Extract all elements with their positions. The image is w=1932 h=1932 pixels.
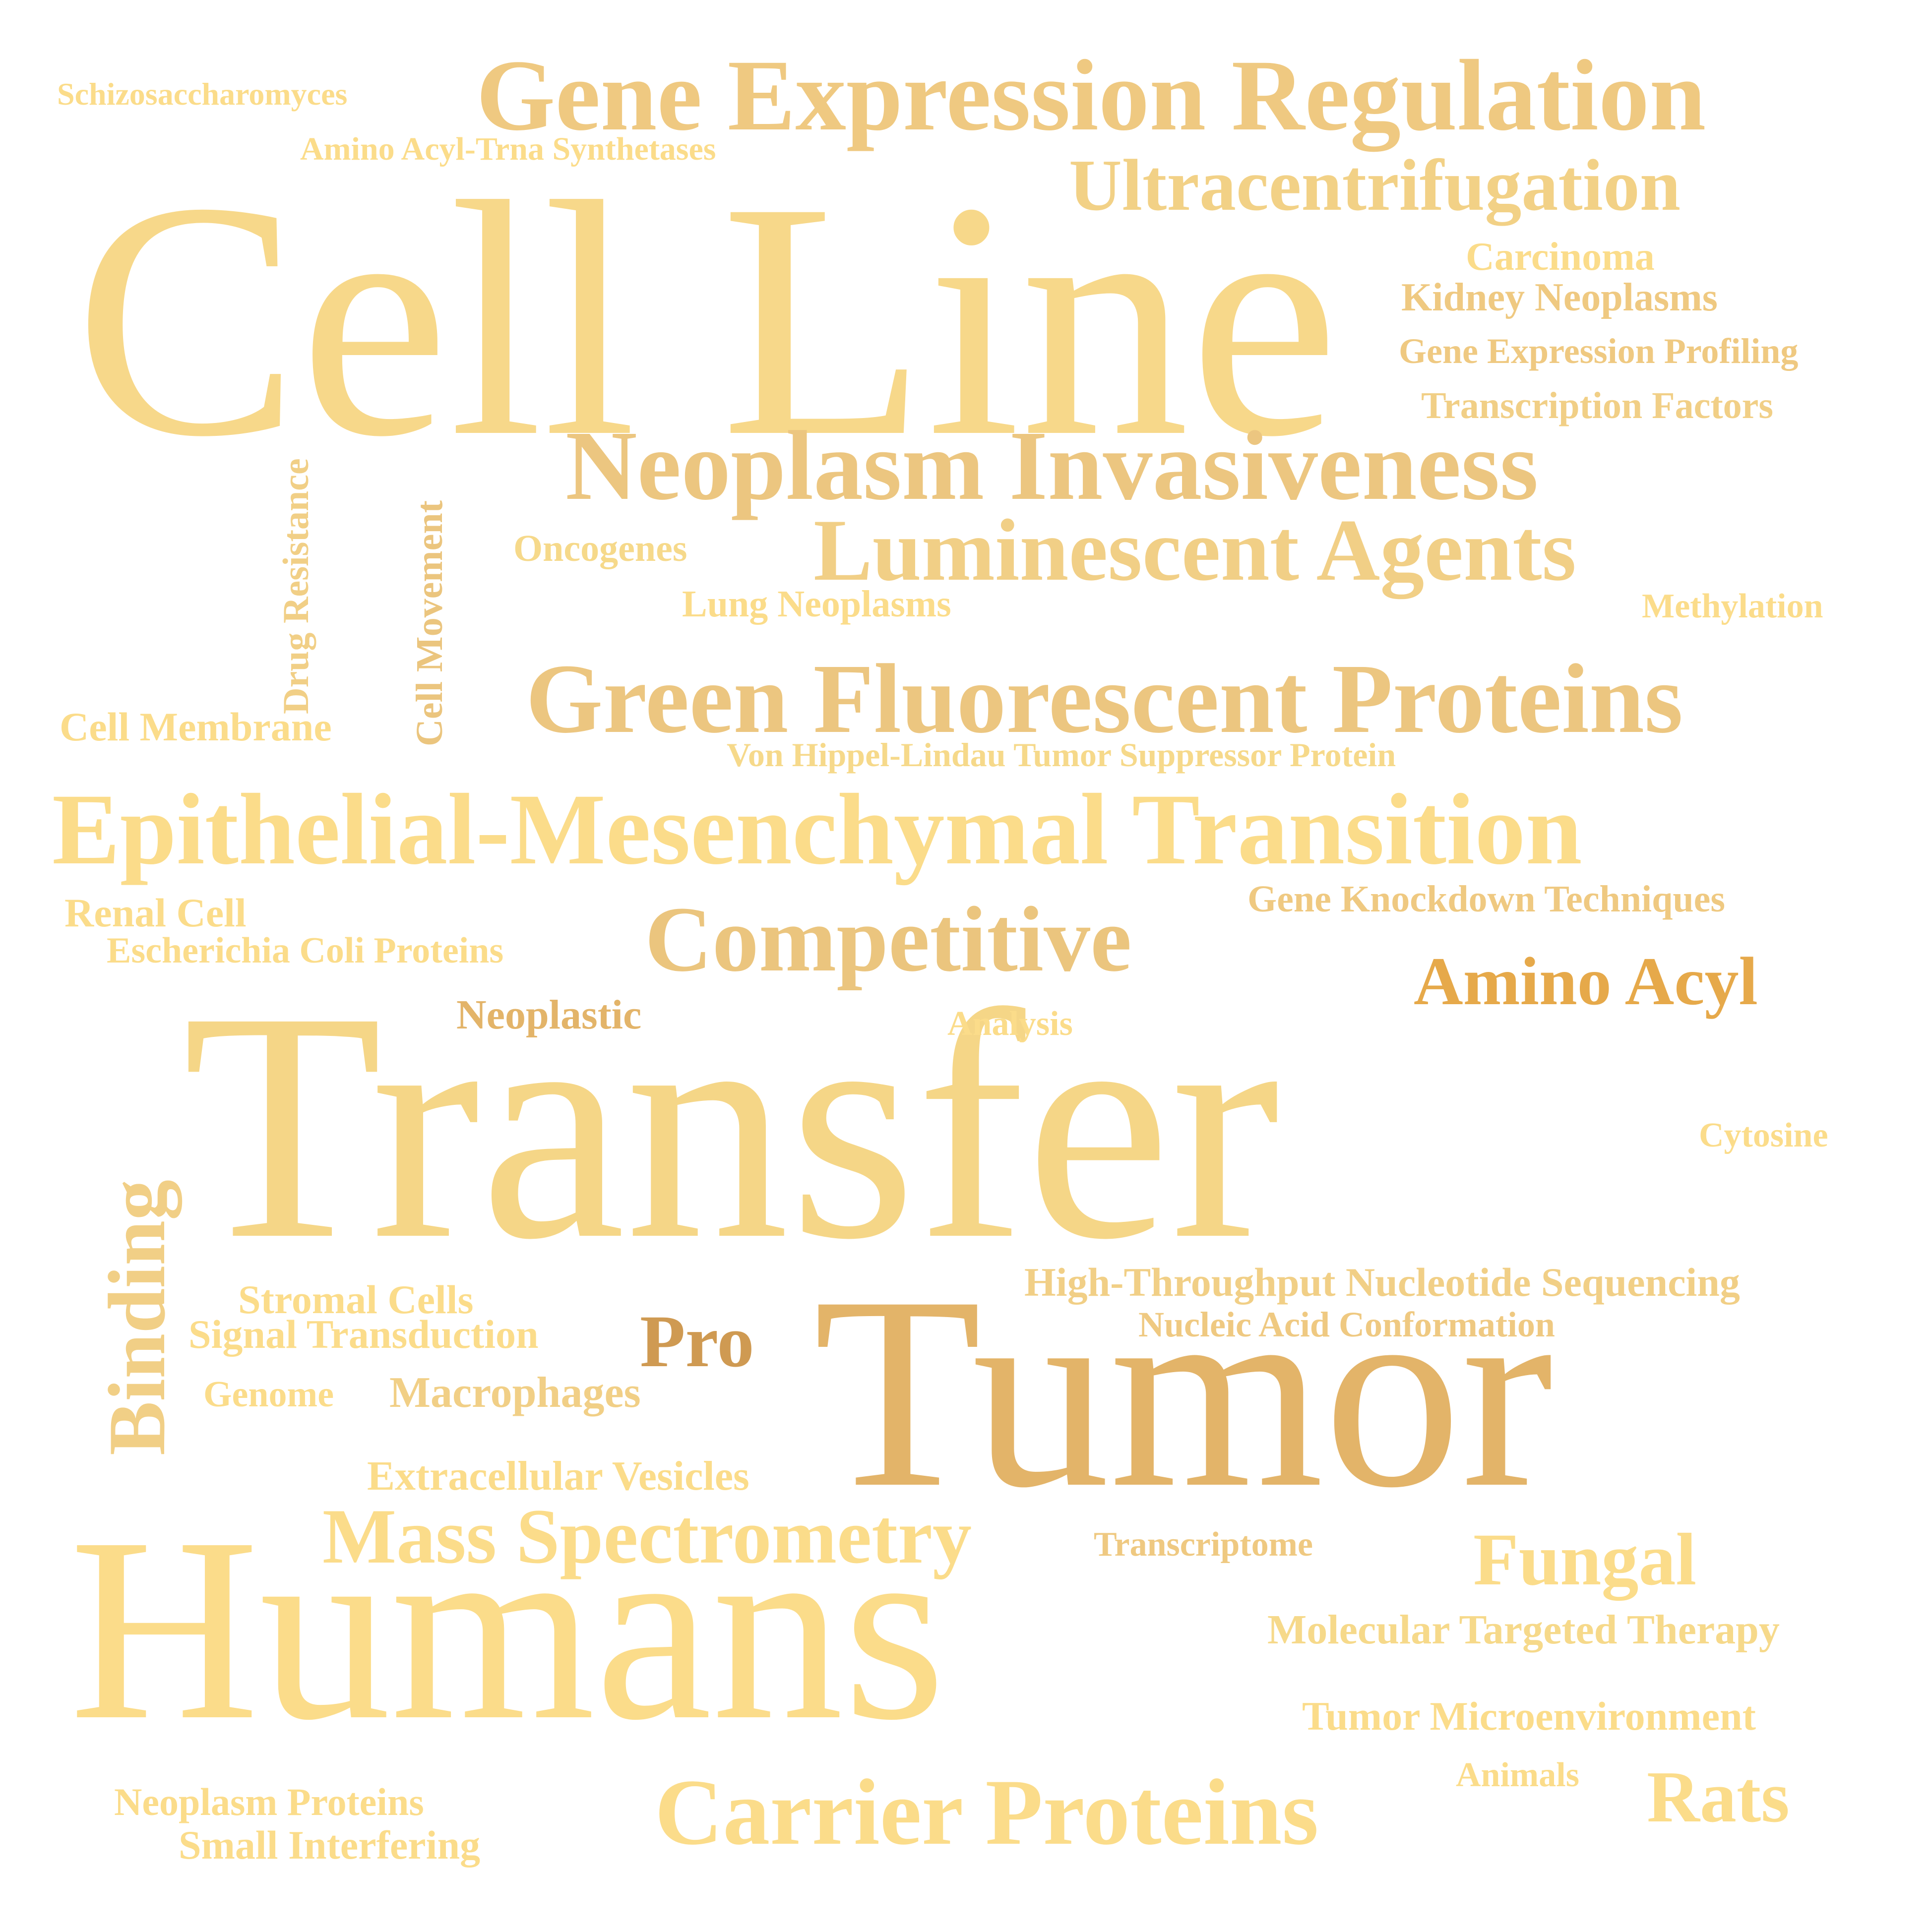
word-oncogenes: Oncogenes [513, 528, 687, 569]
word-neoplasm-invasiveness: Neoplasm Invasiveness [565, 411, 1539, 521]
word-kidney-neoplasms: Kidney Neoplasms [1401, 276, 1718, 319]
word-small-interfering: Small Interfering [179, 1822, 481, 1868]
word-luminescent-agents: Luminescent Agents [813, 501, 1576, 599]
word-macrophages: Macrophages [389, 1369, 641, 1417]
word-rats: Rats [1647, 1756, 1790, 1838]
word-transcriptome: Transcriptome [1094, 1525, 1313, 1564]
word-von-hippel-lindau: Von Hippel-Lindau Tumor Suppressor Prote… [727, 736, 1396, 774]
word-schizosaccharomyces: Schizosaccharomyces [57, 76, 348, 112]
word-amino-acyl-trna-synthetases: Amino Acyl-Trna Synthetases [300, 131, 716, 167]
word-animals: Animals [1456, 1756, 1579, 1794]
word-gene-expression-regulation: Gene Expression Regulation [476, 39, 1706, 152]
word-cell-membrane: Cell Membrane [60, 704, 332, 749]
word-humans: Humans [69, 1483, 946, 1774]
word-competitive: Competitive [645, 887, 1132, 991]
word-cell-movement: Cell Movement [409, 500, 450, 746]
word-signal-transduction: Signal Transduction [188, 1312, 539, 1357]
word-transfer: Transfer [183, 944, 1280, 1307]
word-analysis: Analysis [947, 1005, 1073, 1043]
word-gene-expression-profiling: Gene Expression Profiling [1399, 331, 1799, 371]
word-pro: Pro [640, 1300, 754, 1383]
word-molecular-targeted-therapy: Molecular Targeted Therapy [1267, 1607, 1780, 1653]
word-binding: Binding [92, 1179, 182, 1455]
word-carcinoma: Carcinoma [1466, 235, 1655, 279]
word-green-fluorescent-proteins: Green Fluorescent Proteins [526, 644, 1683, 754]
word-transcription-factors: Transcription Factors [1421, 385, 1773, 426]
word-lung-neoplasms: Lung Neoplasms [682, 583, 951, 625]
word-carrier-proteins: Carrier Proteins [655, 1760, 1319, 1865]
word-cell-line: Cell Line [74, 133, 1339, 506]
word-stromal-cells: Stromal Cells [238, 1277, 474, 1322]
word-extracellular-vesicles: Extracellular Vesicles [367, 1453, 749, 1499]
word-cytosine: Cytosine [1699, 1116, 1828, 1154]
word-nucleic-acid-conformation: Nucleic Acid Conformation [1138, 1305, 1555, 1344]
word-renal-cell: Renal Cell [64, 890, 247, 935]
word-genome: Genome [203, 1374, 334, 1415]
word-mass-spectrometry: Mass Spectrometry [322, 1493, 972, 1580]
word-fungal: Fungal [1473, 1518, 1697, 1601]
word-tumor-microenvironment: Tumor Microenvironment [1302, 1693, 1756, 1739]
word-epithelial-mesenchymal-transition: Epithelial-Mesenchymal Transition [52, 773, 1582, 886]
word-neoplastic: Neoplastic [456, 992, 642, 1038]
word-amino-acyl: Amino Acyl [1414, 943, 1758, 1019]
word-drug-resistance: Drug Resistance [276, 458, 316, 714]
word-methylation: Methylation [1642, 587, 1823, 625]
word-ultracentrifugation: Ultracentrifugation [1069, 145, 1681, 226]
word-high-throughput-nucleotide-sequencing: High-Throughput Nucleotide Sequencing [1024, 1260, 1740, 1305]
word-escherichia-coli-proteins: Escherichia Coli Proteins [107, 930, 504, 971]
word-gene-knockdown-techniques: Gene Knockdown Techniques [1247, 878, 1725, 920]
word-tumor: Tumor [813, 1240, 1554, 1545]
word-neoplasm-proteins: Neoplasm Proteins [114, 1780, 424, 1823]
